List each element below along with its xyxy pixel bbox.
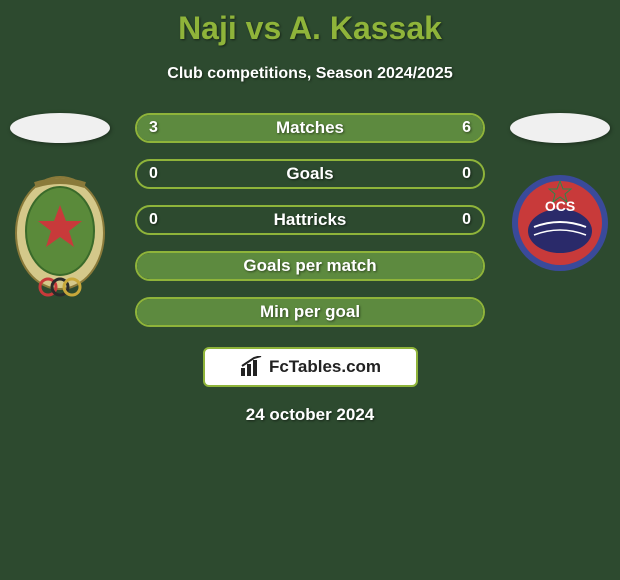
stat-value-left: 0 xyxy=(149,165,158,183)
svg-text:OCS: OCS xyxy=(545,198,575,214)
stat-rows: 3 6 Matches 0 0 Goals 0 0 Hattricks Goals per mat… xyxy=(135,113,485,327)
stat-value-right: 6 xyxy=(462,119,471,137)
content-area: OCS 3 6 Matches 0 0 Goals 0 0 Hattricks Goals per… xyxy=(0,113,620,327)
stat-label: Goals xyxy=(286,164,333,184)
brand-box[interactable]: FcTables.com xyxy=(203,347,418,387)
subtitle: Club competitions, Season 2024/2025 xyxy=(0,65,620,83)
club-badge-right: OCS xyxy=(510,173,610,278)
player-left-column xyxy=(0,113,120,308)
stat-row: 0 0 Hattricks xyxy=(135,205,485,235)
stat-value-left: 3 xyxy=(149,119,158,137)
stat-row: Goals per match xyxy=(135,251,485,281)
player-left-avatar-ellipse xyxy=(10,113,110,143)
player-right-avatar-ellipse xyxy=(510,113,610,143)
club-badge-left xyxy=(10,173,110,308)
stat-label: Goals per match xyxy=(243,256,376,276)
comparison-card: Naji vs A. Kassak Club competitions, Sea… xyxy=(0,0,620,580)
date-label: 24 october 2024 xyxy=(0,405,620,425)
stat-row: 0 0 Goals xyxy=(135,159,485,189)
stat-label: Matches xyxy=(276,118,344,138)
brand-chart-icon xyxy=(239,356,265,378)
stat-row: Min per goal xyxy=(135,297,485,327)
stat-label: Hattricks xyxy=(274,210,347,230)
player-right-column: OCS xyxy=(500,113,620,278)
page-title: Naji vs A. Kassak xyxy=(0,0,620,47)
stat-value-right: 0 xyxy=(462,211,471,229)
stat-value-left: 0 xyxy=(149,211,158,229)
brand-text: FcTables.com xyxy=(269,357,381,377)
stat-row: 3 6 Matches xyxy=(135,113,485,143)
stat-label: Min per goal xyxy=(260,302,360,322)
stat-value-right: 0 xyxy=(462,165,471,183)
